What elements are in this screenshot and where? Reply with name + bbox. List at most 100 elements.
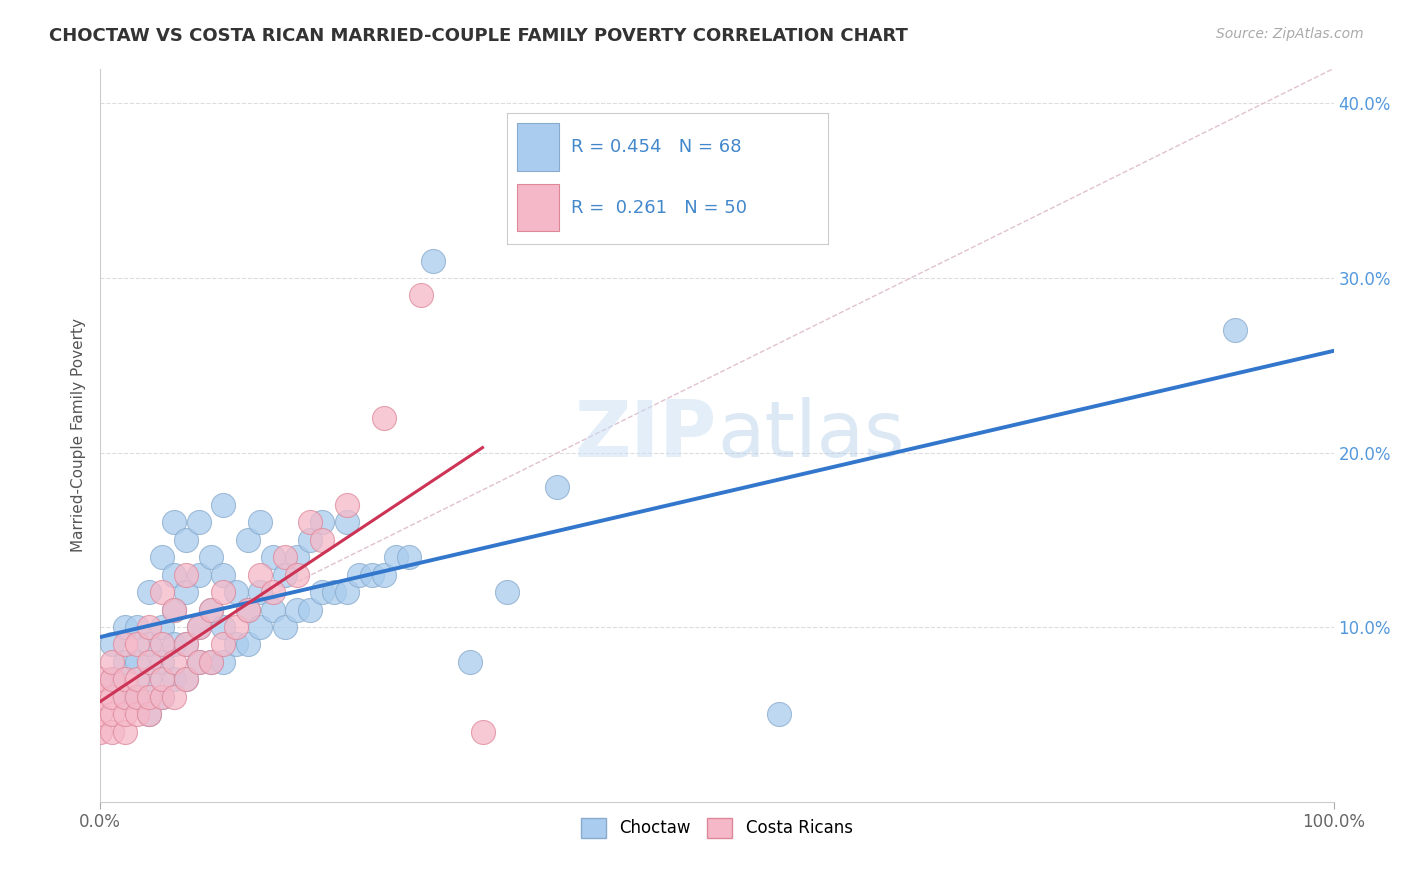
Point — [150, 620, 173, 634]
Point — [336, 585, 359, 599]
Point — [336, 516, 359, 530]
Text: CHOCTAW VS COSTA RICAN MARRIED-COUPLE FAMILY POVERTY CORRELATION CHART: CHOCTAW VS COSTA RICAN MARRIED-COUPLE FA… — [49, 27, 908, 45]
Point — [546, 480, 568, 494]
Point — [187, 655, 209, 669]
Point — [163, 516, 186, 530]
Point — [101, 673, 124, 687]
Point — [187, 655, 209, 669]
Point — [212, 620, 235, 634]
Point — [212, 498, 235, 512]
Point — [1223, 323, 1246, 337]
Point — [127, 620, 149, 634]
Point — [249, 585, 271, 599]
Point — [373, 410, 395, 425]
Point — [163, 638, 186, 652]
Point — [409, 288, 432, 302]
Point — [298, 602, 321, 616]
Point — [163, 602, 186, 616]
Point — [176, 567, 198, 582]
Point — [287, 602, 309, 616]
Point — [176, 638, 198, 652]
Point — [187, 567, 209, 582]
Point — [385, 550, 408, 565]
Point — [373, 567, 395, 582]
Point — [249, 620, 271, 634]
Point — [138, 673, 160, 687]
Point — [89, 673, 111, 687]
Point — [150, 690, 173, 704]
Point — [311, 516, 333, 530]
Point — [471, 724, 494, 739]
Point — [200, 655, 222, 669]
Point — [101, 673, 124, 687]
Point — [127, 690, 149, 704]
Point — [458, 655, 481, 669]
Point — [138, 655, 160, 669]
Point — [200, 602, 222, 616]
Point — [138, 690, 160, 704]
Text: ZIP: ZIP — [575, 397, 717, 473]
Point — [150, 673, 173, 687]
Point — [150, 638, 173, 652]
Point — [163, 673, 186, 687]
Point — [114, 673, 136, 687]
Point — [163, 567, 186, 582]
Point — [114, 620, 136, 634]
Point — [287, 567, 309, 582]
Point — [225, 585, 247, 599]
Point — [287, 550, 309, 565]
Point — [422, 253, 444, 268]
Point — [127, 707, 149, 722]
Point — [360, 567, 382, 582]
Point — [127, 673, 149, 687]
Point — [212, 638, 235, 652]
Point — [176, 638, 198, 652]
Point — [101, 707, 124, 722]
Point — [262, 585, 284, 599]
Point — [347, 567, 370, 582]
Point — [101, 724, 124, 739]
Point — [127, 655, 149, 669]
Point — [298, 533, 321, 547]
Point — [496, 585, 519, 599]
Point — [127, 690, 149, 704]
Point — [398, 550, 420, 565]
Y-axis label: Married-Couple Family Poverty: Married-Couple Family Poverty — [72, 318, 86, 552]
Point — [138, 620, 160, 634]
Point — [236, 533, 259, 547]
Point — [311, 533, 333, 547]
Point — [274, 550, 297, 565]
Point — [768, 707, 790, 722]
Point — [150, 585, 173, 599]
Point — [114, 638, 136, 652]
Point — [176, 673, 198, 687]
Point — [336, 498, 359, 512]
Legend: Choctaw, Costa Ricans: Choctaw, Costa Ricans — [574, 811, 859, 845]
Point — [114, 690, 136, 704]
Text: Source: ZipAtlas.com: Source: ZipAtlas.com — [1216, 27, 1364, 41]
Point — [249, 516, 271, 530]
Point — [225, 638, 247, 652]
Point — [187, 620, 209, 634]
Point — [127, 638, 149, 652]
Point — [262, 602, 284, 616]
Point — [163, 602, 186, 616]
Point — [176, 533, 198, 547]
Point — [311, 585, 333, 599]
Point — [262, 550, 284, 565]
Point — [212, 585, 235, 599]
Point — [236, 638, 259, 652]
Point — [138, 585, 160, 599]
Point — [200, 655, 222, 669]
Point — [89, 724, 111, 739]
Point — [114, 655, 136, 669]
Point — [187, 620, 209, 634]
Point — [298, 516, 321, 530]
Point — [150, 550, 173, 565]
Point — [89, 707, 111, 722]
Point — [274, 567, 297, 582]
Point — [236, 602, 259, 616]
Point — [249, 567, 271, 582]
Point — [138, 638, 160, 652]
Point — [101, 638, 124, 652]
